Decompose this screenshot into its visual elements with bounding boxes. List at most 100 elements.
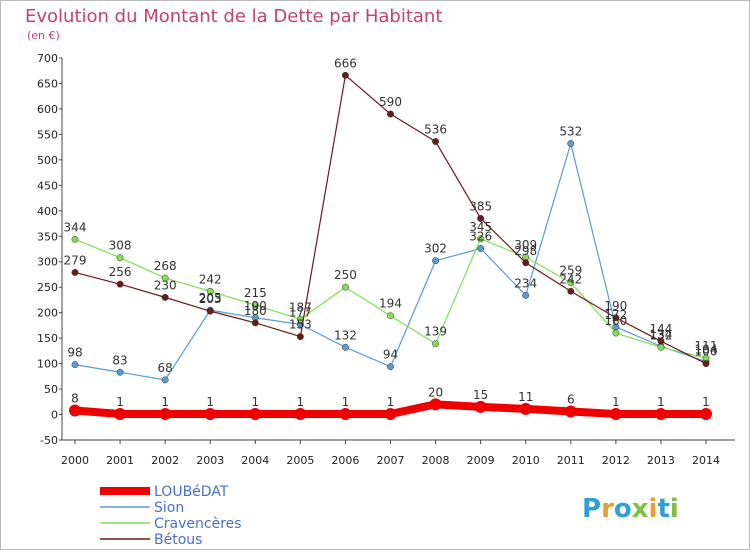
data-label: 94	[383, 348, 398, 362]
data-point	[519, 402, 532, 415]
x-tick-label: 2009	[467, 454, 495, 467]
data-point	[384, 408, 397, 421]
data-label: 190	[244, 299, 267, 313]
data-point	[477, 235, 485, 243]
data-label: 111	[695, 339, 718, 353]
data-label: 134	[649, 327, 672, 341]
y-tick-label: -50	[40, 434, 58, 447]
data-label: 100	[695, 345, 718, 359]
data-label: 215	[244, 286, 267, 300]
data-label: 230	[154, 278, 177, 292]
data-point	[251, 301, 259, 309]
x-tick-label: 2011	[557, 454, 585, 467]
data-label: 203	[199, 292, 222, 306]
data-point	[116, 254, 124, 262]
data-label: 309	[514, 238, 537, 252]
x-tick-label: 2012	[602, 454, 630, 467]
y-tick-label: 100	[37, 358, 58, 371]
x-tick-label: 2006	[331, 454, 359, 467]
data-label: 205	[199, 291, 222, 305]
chart-subtitle: (en €)	[27, 29, 60, 42]
data-point	[474, 400, 487, 413]
data-point	[567, 287, 575, 295]
proxiti-logo-text: Proxiti	[582, 494, 679, 524]
data-point	[296, 333, 304, 341]
y-tick-label: 300	[37, 256, 58, 269]
data-point	[654, 408, 667, 421]
x-tick-label: 2002	[151, 454, 179, 467]
data-label: 1	[657, 395, 665, 409]
data-point	[161, 293, 169, 301]
data-label: 385	[469, 199, 492, 213]
x-tick-label: 2013	[647, 454, 675, 467]
data-label: 259	[559, 264, 582, 278]
proxiti-logo: Proxiti	[582, 494, 679, 524]
data-label: 15	[473, 388, 488, 402]
data-point	[71, 268, 79, 276]
y-tick-label: 150	[37, 332, 58, 345]
data-point	[567, 279, 575, 287]
legend-label: Bétous	[154, 532, 202, 548]
data-label: 98	[67, 346, 82, 360]
x-tick-label: 2010	[512, 454, 540, 467]
data-point	[477, 245, 485, 252]
x-tick-label: 2000	[61, 454, 89, 467]
data-point	[432, 138, 440, 145]
data-point	[341, 283, 349, 291]
data-label: 68	[158, 361, 173, 375]
y-tick-label: 0	[51, 409, 58, 422]
data-point	[249, 408, 262, 421]
data-label: 242	[559, 272, 582, 286]
x-tick-label: 2005	[286, 454, 314, 467]
y-tick-label: 700	[37, 52, 58, 65]
data-point	[71, 361, 79, 369]
y-tick-label: 450	[37, 179, 58, 192]
y-tick-label: 200	[37, 307, 58, 320]
data-point	[114, 408, 127, 421]
data-label: 1	[612, 395, 620, 409]
data-label: 160	[604, 314, 627, 328]
data-point	[116, 280, 124, 288]
data-label: 20	[428, 385, 443, 399]
data-label: 187	[289, 300, 312, 314]
data-label: 180	[244, 304, 267, 318]
data-label: 1	[251, 395, 259, 409]
data-label: 344	[64, 220, 87, 234]
x-tick-label: 2014	[692, 454, 720, 467]
data-point	[567, 140, 575, 148]
data-point	[432, 340, 440, 348]
y-tick-label: 250	[37, 281, 58, 294]
data-label: 132	[334, 328, 357, 342]
data-point	[702, 360, 710, 368]
y-tick-label: 400	[37, 205, 58, 218]
data-point	[522, 259, 530, 267]
data-label: 172	[604, 308, 627, 322]
data-point	[609, 408, 622, 421]
data-point	[657, 343, 665, 351]
data-label: 104	[695, 343, 718, 357]
axes: -50 0 50 100 150 200 250 300 350 400 450 500 550 600 6…	[37, 52, 735, 467]
data-point	[387, 110, 394, 118]
x-tick-label: 2007	[377, 454, 405, 467]
y-tick-label: 550	[37, 128, 58, 141]
data-label: 177	[289, 305, 312, 319]
data-label: 1	[342, 395, 350, 409]
data-label: 532	[559, 125, 582, 139]
data-point	[69, 404, 81, 417]
data-label: 1	[206, 395, 214, 409]
data-label: 345	[469, 220, 492, 234]
data-point	[387, 312, 394, 320]
x-tick-label: 2004	[241, 454, 269, 467]
data-point	[341, 343, 349, 351]
data-label: 256	[109, 265, 132, 279]
data-label: 308	[109, 239, 132, 253]
data-point	[116, 368, 124, 376]
data-label: 83	[112, 353, 127, 367]
data-point	[161, 376, 169, 384]
data-label: 1	[297, 395, 305, 409]
data-label: 536	[424, 123, 447, 137]
data-label: 1	[702, 395, 710, 409]
